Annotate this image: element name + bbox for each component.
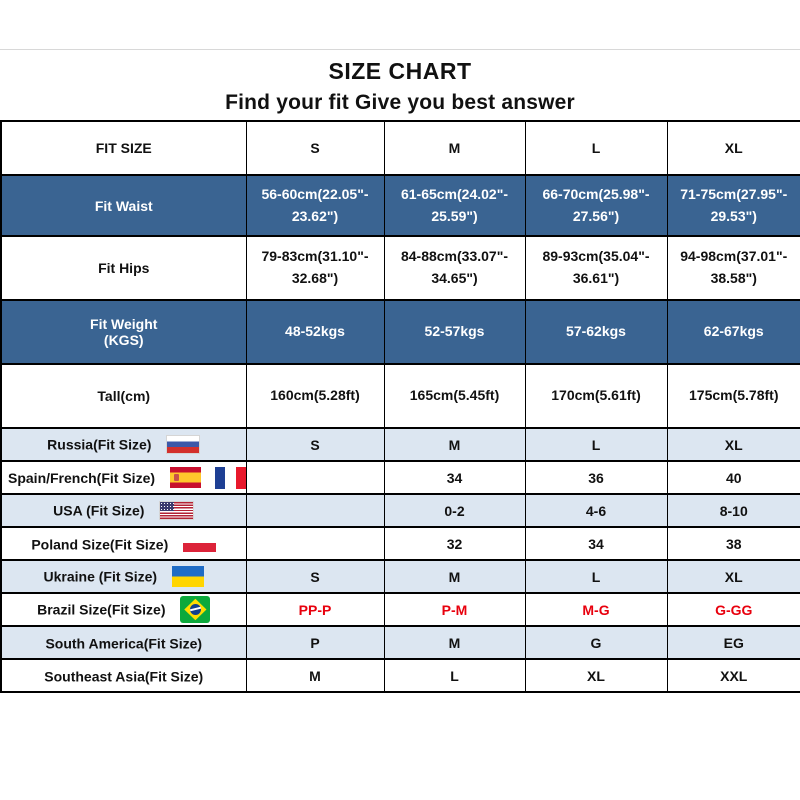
fit-weight-label: Fit Weight (KGS) — [0, 299, 247, 365]
russia-s: S — [245, 427, 385, 462]
tall-m: 165cm(5.45ft) — [383, 363, 526, 429]
size-chart-table: FIT SIZE S M L XL Fit Waist 56-60cm(22.0… — [0, 120, 800, 693]
poland-flag-icon — [183, 536, 217, 553]
brazil-xl: G-GG — [666, 592, 800, 627]
poland-l: 34 — [524, 526, 668, 561]
row-south-america: South America(Fit Size) P M G EG — [0, 625, 800, 660]
spain-french-l: 36 — [524, 460, 668, 495]
southeast-asia-label: Southeast Asia(Fit Size) — [44, 668, 204, 685]
title-block: SIZE CHART Find your fit Give you best a… — [0, 58, 800, 116]
fit-hips-xl: 94-98cm(37.01"- 38.58") — [666, 235, 800, 301]
fit-weight-s: 48-52kgs — [245, 299, 385, 365]
poland-xl: 38 — [666, 526, 800, 561]
fit-waist-m: 61-65cm(24.02"- 25.59") — [383, 174, 526, 237]
southeast-asia-label-cell: Southeast Asia(Fit Size) — [0, 658, 247, 693]
spain-french-s — [245, 460, 385, 495]
usa-l: 4-6 — [524, 493, 668, 528]
spain-french-label-cell: Spain/French(Fit Size) — [0, 460, 247, 495]
fit-waist-l: 66-70cm(25.98"- 27.56") — [524, 174, 668, 237]
ukraine-flag-icon — [171, 566, 204, 587]
poland-s — [245, 526, 385, 561]
row-spain-french: Spain/French(Fit Size) 34 36 40 — [0, 460, 800, 495]
tall-xl: 175cm(5.78ft) — [666, 363, 800, 429]
poland-m: 32 — [383, 526, 526, 561]
row-fit-waist: Fit Waist 56-60cm(22.05"- 23.62") 61-65c… — [0, 174, 800, 237]
fit-waist-label: Fit Waist — [0, 174, 247, 237]
ukraine-m: M — [383, 559, 526, 594]
page-title: SIZE CHART — [328, 58, 472, 84]
row-usa: USA (Fit Size) 0-2 4-6 8-10 — [0, 493, 800, 528]
brazil-l: M-G — [524, 592, 668, 627]
russia-m: M — [383, 427, 526, 462]
brazil-label-cell: Brazil Size(Fit Size) — [0, 592, 247, 627]
fit-hips-s: 79-83cm(31.10"- 32.68") — [245, 235, 385, 301]
header-fit-size: FIT SIZE — [0, 120, 247, 176]
row-tall: Tall(cm) 160cm(5.28ft) 165cm(5.45ft) 170… — [0, 363, 800, 429]
page-subtitle: Find your fit Give you best answer — [225, 90, 575, 114]
header-size-l: L — [524, 120, 668, 176]
southeast-asia-l: XL — [524, 658, 668, 693]
usa-label: USA (Fit Size) — [53, 502, 145, 519]
fit-hips-m: 84-88cm(33.07"- 34.65") — [383, 235, 526, 301]
usa-xl: 8-10 — [666, 493, 800, 528]
south-america-label-cell: South America(Fit Size) — [0, 625, 247, 660]
russia-l: L — [524, 427, 668, 462]
row-fit-hips: Fit Hips 79-83cm(31.10"- 32.68") 84-88cm… — [0, 235, 800, 301]
southeast-asia-s: M — [245, 658, 385, 693]
spain-flag-icon — [169, 467, 201, 488]
south-america-l: G — [524, 625, 668, 660]
russia-xl: XL — [666, 427, 800, 462]
russia-flag-icon — [166, 435, 201, 454]
fit-weight-l: 57-62kgs — [524, 299, 668, 365]
row-southeast-asia: Southeast Asia(Fit Size) M L XL XXL — [0, 658, 800, 693]
usa-s — [245, 493, 385, 528]
tall-l: 170cm(5.61ft) — [524, 363, 668, 429]
russia-label: Russia(Fit Size) — [47, 436, 152, 453]
fit-hips-label: Fit Hips — [0, 235, 247, 301]
fit-hips-l: 89-93cm(35.04"- 36.61") — [524, 235, 668, 301]
spain-french-xl: 40 — [666, 460, 800, 495]
brazil-label: Brazil Size(Fit Size) — [37, 601, 166, 618]
spain-french-label: Spain/French(Fit Size) — [8, 469, 156, 486]
brazil-s: PP-P — [245, 592, 385, 627]
usa-flag-icon — [159, 501, 195, 520]
poland-label-cell: Poland Size(Fit Size) — [0, 526, 247, 561]
ukraine-s: S — [245, 559, 385, 594]
fit-waist-xl: 71-75cm(27.95"- 29.53") — [666, 174, 800, 237]
brazil-flag-icon — [180, 596, 211, 623]
row-ukraine: Ukraine (Fit Size) S M L XL — [0, 559, 800, 594]
south-america-s: P — [245, 625, 385, 660]
tall-label: Tall(cm) — [0, 363, 247, 429]
spain-french-m: 34 — [383, 460, 526, 495]
row-brazil: Brazil Size(Fit Size) PP-P P-M M-G G-GG — [0, 592, 800, 627]
top-divider-line — [0, 49, 800, 50]
header-size-s: S — [245, 120, 385, 176]
brazil-m: P-M — [383, 592, 526, 627]
ukraine-xl: XL — [666, 559, 800, 594]
usa-label-cell: USA (Fit Size) — [0, 493, 247, 528]
header-size-m: M — [383, 120, 526, 176]
russia-label-cell: Russia(Fit Size) — [0, 427, 247, 462]
ukraine-label-cell: Ukraine (Fit Size) — [0, 559, 247, 594]
south-america-label: South America(Fit Size) — [45, 635, 203, 652]
ukraine-l: L — [524, 559, 668, 594]
header-row: FIT SIZE S M L XL — [0, 120, 800, 176]
france-flag-icon — [214, 466, 245, 489]
poland-label: Poland Size(Fit Size) — [31, 536, 169, 553]
tall-s: 160cm(5.28ft) — [245, 363, 385, 429]
fit-waist-s: 56-60cm(22.05"- 23.62") — [245, 174, 385, 237]
row-russia: Russia(Fit Size) S M L XL — [0, 427, 800, 462]
fit-weight-xl: 62-67kgs — [666, 299, 800, 365]
ukraine-label: Ukraine (Fit Size) — [43, 568, 158, 585]
south-america-xl: EG — [666, 625, 800, 660]
south-america-m: M — [383, 625, 526, 660]
fit-weight-m: 52-57kgs — [383, 299, 526, 365]
row-poland: Poland Size(Fit Size) 32 34 38 — [0, 526, 800, 561]
southeast-asia-m: L — [383, 658, 526, 693]
row-fit-weight: Fit Weight (KGS) 48-52kgs 52-57kgs 57-62… — [0, 299, 800, 365]
southeast-asia-xl: XXL — [666, 658, 800, 693]
usa-m: 0-2 — [383, 493, 526, 528]
header-size-xl: XL — [666, 120, 800, 176]
